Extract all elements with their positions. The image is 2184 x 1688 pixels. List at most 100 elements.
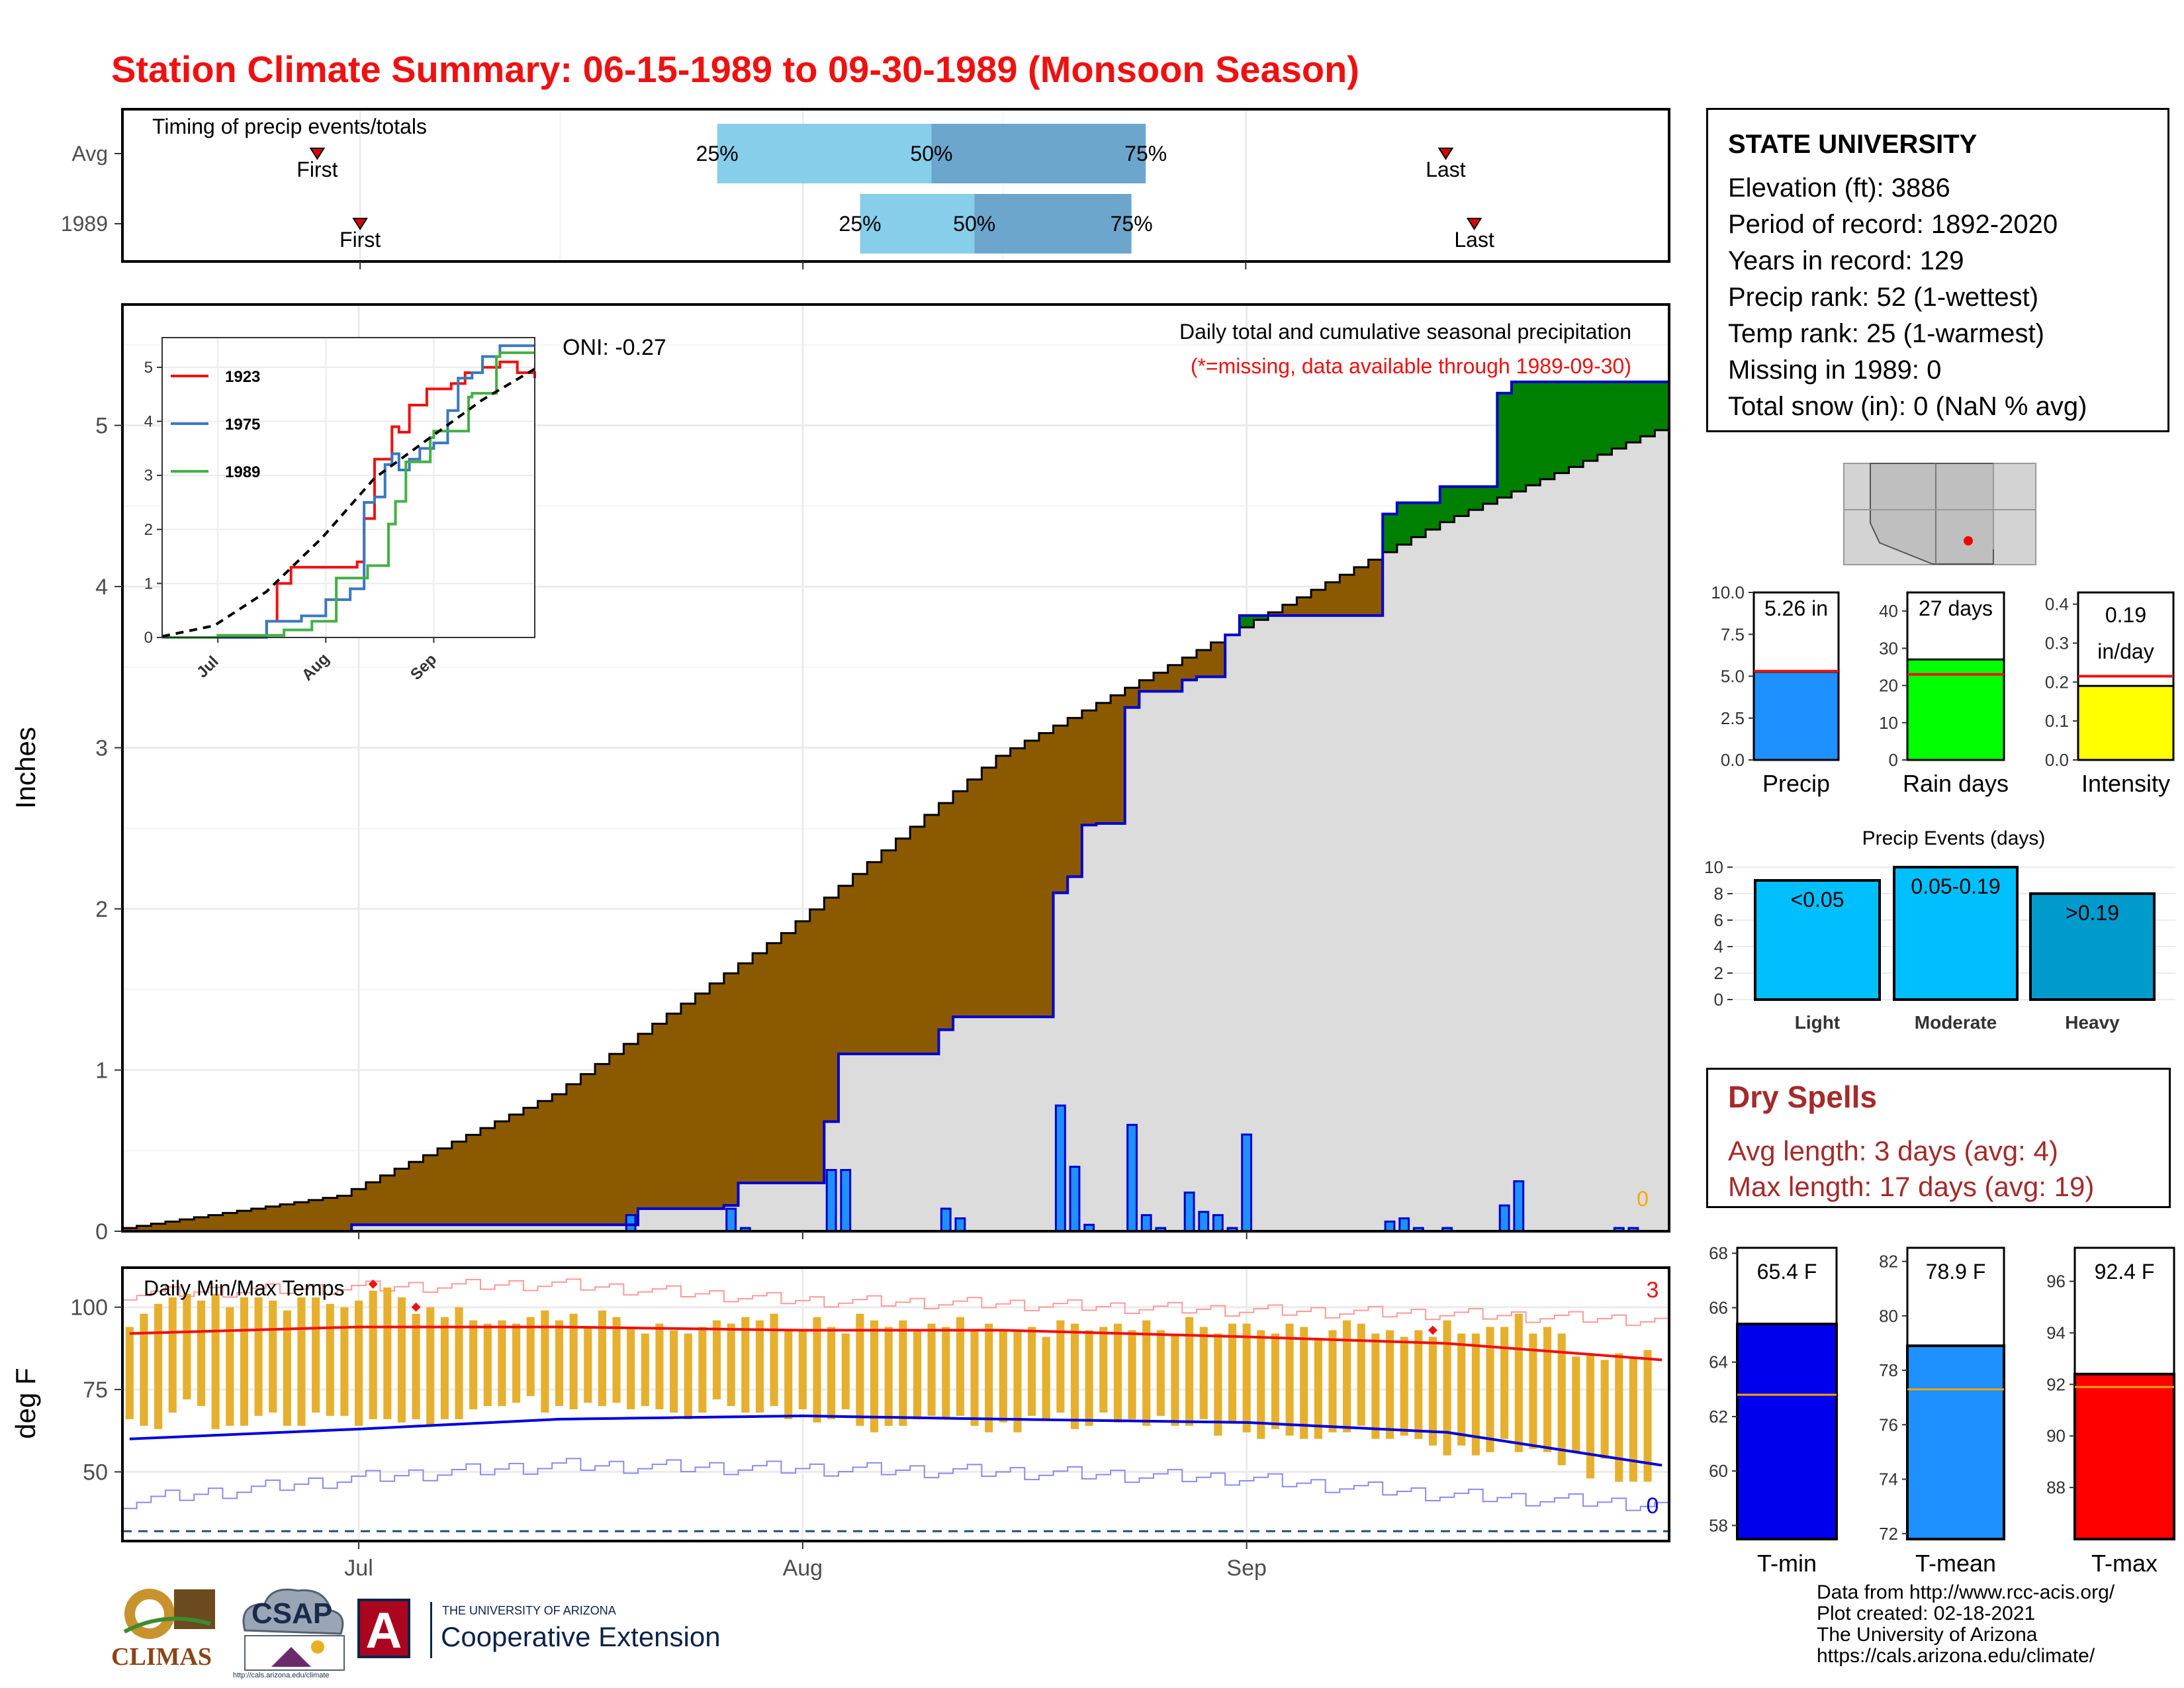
timing-iqr-upper-Avg — [931, 124, 1146, 183]
daily-temp-bar — [1343, 1320, 1351, 1432]
precip-caption-missing: (*=missing, data available through 1989-… — [1191, 354, 1631, 378]
deficit-segment — [351, 1189, 367, 1225]
events-y-tick-label: 10 — [1704, 857, 1723, 877]
daily-temp-bar — [1471, 1333, 1480, 1456]
daily-temp-bar — [598, 1310, 606, 1406]
precip-y-tick-label: 2 — [95, 897, 108, 922]
temperature-bars-panel: 65.4 F 58 60 62 64 66 68 T-min 78.9 F 72 74 76 78 80 8… — [1709, 1243, 2175, 1577]
ua-extension: Cooperative Extension — [441, 1621, 721, 1652]
deficit-segment — [623, 1043, 639, 1225]
deficit-segment — [981, 767, 997, 1017]
daily-temp-bar — [383, 1287, 392, 1419]
deficit-segment — [1196, 649, 1212, 677]
daily-temp-bar — [727, 1323, 735, 1406]
events-category-label: Heavy — [2065, 1012, 2120, 1033]
deficit-segment — [408, 1162, 424, 1225]
temp-panel-label: Daily Min/Max Temps — [144, 1276, 344, 1300]
daily-temp-bar — [125, 1327, 134, 1419]
record-min-count: 0 — [1647, 1493, 1659, 1519]
ua-logo: A THE UNIVERSITY OF ARIZONA Cooperative … — [357, 1599, 754, 1671]
deficit-segment — [208, 1215, 224, 1231]
events-y-tick-label: 2 — [1714, 963, 1723, 983]
deficit-segment — [1139, 680, 1154, 692]
tempbar-y-tick-label: 72 — [1879, 1524, 1898, 1544]
tempbar-t-max — [2073, 1372, 2175, 1540]
deficit-segment — [1053, 726, 1068, 893]
events-bar-label: <0.05 — [1791, 888, 1844, 912]
record-max-marker — [368, 1279, 378, 1289]
temp-y-tick-label: 75 — [83, 1378, 108, 1403]
daily-temp-bar — [340, 1307, 349, 1416]
timing-label: Timing of precip events/totals — [152, 115, 427, 138]
daily-temp-bar — [1557, 1333, 1566, 1466]
precip-y-tick-label: 3 — [95, 736, 108, 761]
tempbar-y-tick-label: 58 — [1709, 1515, 1728, 1535]
daily-temp-bar — [1514, 1313, 1523, 1452]
deficit-segment — [394, 1168, 410, 1225]
timing-row-label: Avg — [71, 142, 108, 165]
temp-y-tick-label: 50 — [83, 1460, 108, 1485]
surplus-segment — [1612, 381, 1627, 449]
inset-series-1989 — [162, 351, 535, 639]
timing-panel: Timing of precip events/totals 25% 50% 75% F… — [61, 108, 1670, 269]
events-bar-label: >0.19 — [2066, 901, 2119, 925]
tempbar-category-label: T-min — [1757, 1550, 1817, 1577]
tempbar-category-label: T-mean — [1915, 1550, 1996, 1577]
deficit-segment — [738, 963, 753, 1183]
deficit-segment — [365, 1182, 381, 1225]
daily-temp-bar — [670, 1330, 678, 1413]
inset-y-tick-label: 4 — [144, 413, 153, 431]
tempbar-y-tick-label: 82 — [1879, 1252, 1898, 1272]
tempbar-y-tick-label: 60 — [1709, 1461, 1728, 1481]
events-bar-heavy — [2029, 892, 2156, 1001]
csap-logo: CSAP http://cals.arizona.edu/climate — [232, 1584, 351, 1683]
daily-temp-bar — [655, 1323, 664, 1409]
events-category-label: Light — [1795, 1012, 1840, 1033]
inset-legend-label: 1923 — [225, 368, 260, 386]
summary-category-label: Rain days — [1903, 770, 2009, 797]
timing-frame — [121, 108, 1670, 263]
daily-temp-bar — [755, 1320, 764, 1413]
climas-wordmark: CLIMAS — [111, 1643, 212, 1671]
deficit-segment — [881, 850, 897, 1055]
daily-temp-bar — [1371, 1333, 1380, 1439]
deficit-segment — [122, 1228, 138, 1231]
events-y-tick-label: 0 — [1714, 990, 1723, 1009]
daily-temp-bar — [827, 1327, 836, 1419]
timing-first-label: First — [296, 158, 338, 181]
daily-precip-bar — [1069, 1166, 1081, 1233]
daily-temp-bar — [1199, 1327, 1208, 1419]
deficit-segment — [895, 838, 911, 1055]
daily-temp-bar — [1615, 1353, 1623, 1482]
record-max-count: 3 — [1647, 1278, 1659, 1303]
summary-value-unit: in/day — [2097, 639, 2154, 663]
deficit-segment — [280, 1204, 295, 1231]
daily-temp-bar — [1242, 1323, 1251, 1432]
inset-frame — [161, 337, 535, 638]
events-category-label: Moderate — [1915, 1012, 1997, 1033]
inset-plot-area — [162, 338, 535, 637]
tempbar-y-tick-label: 96 — [2046, 1272, 2066, 1291]
daily-precip-bar — [1054, 1104, 1066, 1233]
timing-last-marker — [1466, 218, 1482, 230]
daily-temp-bar — [1385, 1330, 1394, 1439]
precip-caption: Daily total and cumulative seasonal prec… — [1179, 320, 1631, 344]
surplus-segment — [1239, 615, 1255, 628]
daily-temp-bar — [369, 1290, 377, 1419]
daily-temp-bar — [612, 1317, 621, 1403]
summary-category-label: Intensity — [2081, 770, 2170, 797]
tempbar-y-tick-label: 88 — [2046, 1477, 2066, 1497]
summary-y-tick-label: 20 — [1879, 676, 1898, 696]
surplus-segment — [1469, 487, 1484, 510]
surplus-segment — [1540, 381, 1555, 479]
summary-y-tick-label: 0 — [1889, 750, 1898, 770]
precip-y-tick-label: 1 — [95, 1058, 108, 1084]
daily-temp-bar — [1228, 1323, 1237, 1423]
surplus-segment — [1253, 615, 1269, 620]
precip-events-panel: Precip Events (days) <0.05 Light 0.05-0.19 M… — [1704, 827, 2175, 1033]
surplus-segment — [1626, 381, 1641, 443]
daily-precip-bar — [1140, 1214, 1152, 1233]
temp-x-tick-label: Sep — [1226, 1556, 1267, 1581]
tempbar-y-tick-label: 76 — [1879, 1415, 1898, 1434]
